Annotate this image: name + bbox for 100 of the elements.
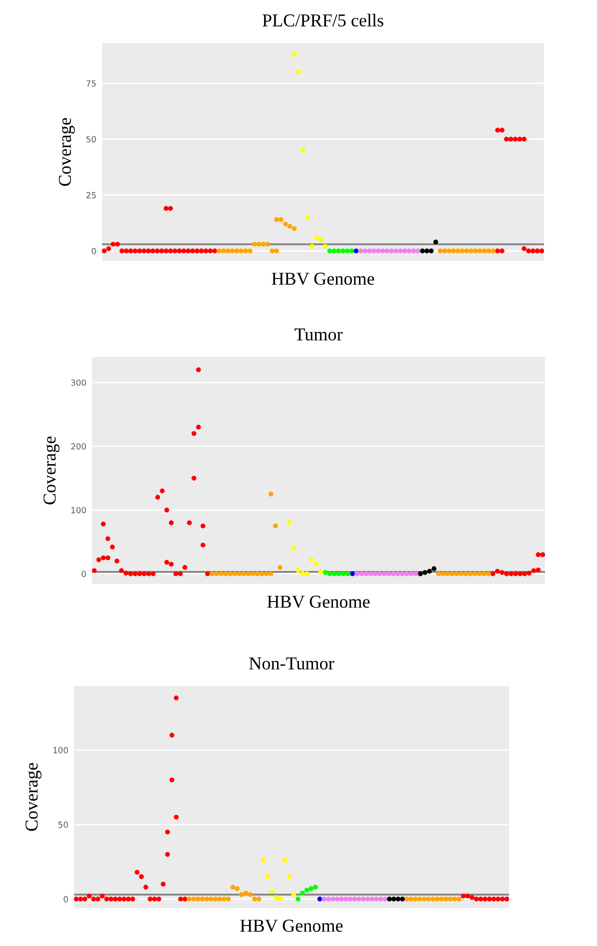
point [256, 242, 262, 247]
point [226, 248, 230, 254]
point [517, 136, 522, 142]
point [82, 896, 88, 902]
point [478, 248, 482, 254]
point [117, 896, 122, 902]
point [382, 571, 387, 576]
point [273, 524, 278, 528]
point [374, 896, 379, 902]
y-tick-label: 0 [64, 896, 68, 902]
point [358, 248, 363, 254]
point [428, 248, 434, 254]
point [470, 895, 474, 900]
point [164, 206, 168, 211]
point [406, 248, 412, 254]
point [330, 896, 336, 902]
point [452, 896, 458, 902]
point [200, 524, 206, 528]
point [380, 248, 386, 254]
point [230, 248, 235, 254]
point [490, 571, 496, 576]
point [427, 568, 432, 574]
point [460, 894, 466, 898]
point [304, 571, 310, 576]
point [474, 896, 479, 902]
point [444, 896, 448, 902]
point [422, 570, 428, 575]
point [152, 896, 157, 902]
x-axis-title: HBV Genome [272, 272, 374, 285]
point [370, 896, 374, 902]
point [204, 896, 210, 902]
point [395, 571, 400, 576]
point [176, 248, 182, 254]
point [382, 896, 388, 902]
point [296, 568, 301, 574]
point [186, 896, 192, 902]
point [343, 896, 348, 902]
point [132, 248, 138, 254]
point [291, 546, 296, 551]
y-tick-label: 100 [71, 507, 86, 514]
y-axis-title: Coverage [26, 763, 42, 831]
point [450, 571, 455, 576]
point [278, 896, 284, 902]
point [122, 896, 126, 902]
point [92, 568, 97, 574]
point [322, 896, 327, 902]
point [317, 896, 322, 902]
point [264, 571, 269, 576]
point [128, 248, 134, 254]
point [119, 568, 124, 574]
y-tick-label: 50 [58, 822, 68, 828]
point [512, 136, 518, 142]
point [292, 52, 297, 57]
point [446, 248, 452, 254]
point [346, 571, 350, 576]
y-tick-label: 75 [86, 80, 96, 87]
point [178, 896, 183, 902]
point [354, 571, 360, 576]
point [468, 248, 474, 254]
point [440, 571, 446, 576]
point [430, 896, 436, 902]
point [487, 896, 492, 902]
point [500, 248, 504, 254]
point [174, 696, 179, 700]
point [238, 248, 244, 254]
point [291, 892, 296, 897]
point [518, 571, 522, 576]
point [378, 896, 384, 902]
point [105, 536, 110, 542]
point [404, 896, 410, 902]
point [146, 248, 151, 254]
point [250, 571, 256, 576]
point [192, 476, 196, 481]
point [246, 571, 251, 576]
point [368, 571, 373, 576]
point [268, 492, 274, 496]
point [490, 248, 496, 254]
point [212, 248, 218, 254]
point [531, 568, 536, 574]
point [124, 248, 129, 254]
point [86, 894, 92, 898]
point [241, 571, 246, 576]
point [137, 571, 142, 576]
y-tick-label: 100 [53, 747, 68, 754]
point [165, 852, 170, 857]
y-axis-title: Coverage [58, 118, 75, 186]
point [386, 571, 392, 576]
chart-title: Tumor [294, 328, 343, 341]
point [248, 892, 253, 897]
point [304, 888, 310, 893]
point [268, 571, 274, 576]
point [394, 248, 398, 254]
point [482, 248, 487, 254]
point [265, 874, 270, 880]
point [190, 248, 196, 254]
point [181, 248, 186, 254]
point [223, 571, 228, 576]
point [456, 896, 462, 902]
point [411, 248, 416, 254]
point [314, 562, 319, 567]
